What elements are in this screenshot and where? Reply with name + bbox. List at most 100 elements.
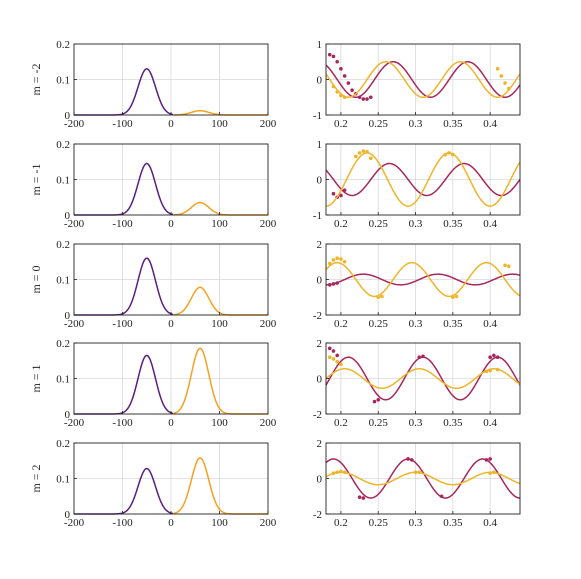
series-2-line [325,60,521,99]
y-tick-label: -1 [313,110,322,122]
row-label: m = -1 [29,163,43,195]
series-1-point [350,88,354,92]
series-1-point [421,354,425,359]
series-1-point [342,74,347,78]
y-tick-label: 0.2 [56,139,70,151]
y-tick-label: -2 [313,509,322,521]
x-tick-label: -200 [64,218,85,230]
series-2-line [325,152,521,207]
series-1-line [74,257,174,316]
series-1-point [492,353,496,358]
series-1-point [406,457,410,461]
x-tick-label: 0.2 [334,218,348,230]
series-2-point [447,151,451,155]
series-2-point [488,368,492,373]
x-tick-label: 100 [211,417,228,429]
series-2-point [335,470,339,475]
series-2-line [173,201,268,216]
y-tick-label: 2 [317,338,323,350]
y-tick-label: -2 [313,310,322,322]
series-2-point [339,469,343,474]
chart-panel-1-right: 0.2 0.25 0.3 0.35 0.4 -1 0 1 [313,39,521,130]
series-2-point [368,156,373,160]
series-1-point [327,283,332,287]
series-2-point [380,294,384,299]
x-tick-label: 0 [168,517,174,529]
x-tick-label: 0.35 [443,118,463,130]
series-2-line [325,261,521,298]
series-1-line [325,273,521,286]
x-tick-label: 0.2 [334,517,348,529]
series-2-point [365,150,369,154]
series-2-line [173,457,268,515]
series-2-point [507,86,511,91]
x-tick-label: 0.35 [443,417,463,429]
series-2-point [331,357,336,361]
series-1-point [339,67,343,71]
series-2-point [335,359,339,364]
y-tick-label: 0 [317,474,323,486]
x-tick-label: 0.3 [409,218,423,230]
x-tick-label: 0.35 [443,318,463,330]
series-1-point [331,54,336,59]
series-2-point [335,90,339,94]
row-label: m = 1 [29,364,43,392]
x-tick-label: 0.35 [443,517,463,529]
series-1-point [357,95,362,100]
y-tick-label: 1 [317,139,323,151]
series-1-point [327,346,332,351]
series-1-point [331,191,336,196]
series-1-point [439,494,444,499]
series-2-point [339,257,343,261]
series-2-point [339,93,343,98]
series-2-point [331,84,336,89]
x-tick-label: 0 [168,218,174,230]
row-label: m = 2 [29,464,43,492]
series-1-point [335,281,339,285]
y-tick-label: 0 [65,110,71,122]
row-label: m = -2 [29,63,43,95]
x-tick-label: 0.4 [483,118,497,130]
series-1-line [74,162,174,216]
series-1-point [484,458,489,462]
x-tick-label: 100 [211,318,228,330]
x-tick-label: 0.25 [369,218,389,230]
x-tick-label: -200 [64,118,85,130]
chart-panel-1-left: -200 -100 0 100 200 0 0.1 0.2 m = -2 [29,39,277,130]
series-2-point [499,74,504,78]
series-1-point [335,59,339,64]
series-1-point [372,399,377,404]
series-1-point [488,457,492,461]
x-tick-label: 0 [168,417,174,429]
row-label: m = 0 [29,265,43,293]
series-2-point [335,256,339,261]
series-2-point [495,67,500,71]
series-2-point [327,355,332,360]
x-tick-label: 0.4 [483,417,497,429]
y-tick-label: 0.2 [56,39,70,51]
series-1-point [357,495,362,499]
y-tick-label: 0 [65,509,71,521]
x-tick-label: 200 [260,218,277,230]
series-2-point [451,152,455,157]
series-1-point [335,353,339,358]
series-2-point [339,362,343,367]
series-2-point [507,264,511,268]
series-1-point [339,193,343,198]
x-tick-label: -100 [112,218,133,230]
series-2-point [503,81,507,85]
x-tick-label: 0.4 [483,218,497,230]
x-tick-label: 200 [260,318,277,330]
series-2-point [454,294,459,299]
y-tick-label: 1 [317,39,323,51]
series-2-point [484,369,489,374]
x-tick-label: 200 [260,517,277,529]
y-tick-label: -2 [313,409,322,421]
series-2-point [376,295,381,300]
x-tick-label: -200 [64,318,85,330]
x-tick-label: 0.2 [334,118,348,130]
x-tick-label: 0 [168,118,174,130]
chart-panel-5-right: 0.2 0.25 0.3 0.35 0.4 -2 0 2 [313,438,521,529]
series-1-point [410,458,414,462]
